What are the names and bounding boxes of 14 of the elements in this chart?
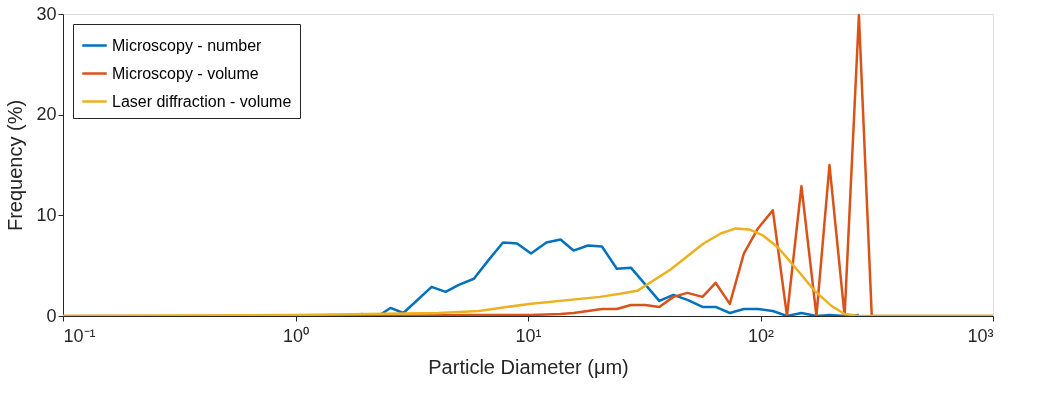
- legend-label: Laser diffraction - volume: [112, 92, 292, 110]
- legend-label: Microscopy - volume: [112, 64, 259, 82]
- x-tick-label: 10⁻¹: [63, 325, 96, 346]
- x-tick-label: 10³: [967, 325, 994, 346]
- x-tick-label: 10⁰: [282, 325, 310, 346]
- y-tick-label: 0: [46, 305, 57, 326]
- x-tick-label: 10¹: [515, 325, 542, 346]
- y-tick-label: 30: [36, 3, 57, 24]
- x-axis-title: Particle Diameter (μm): [428, 355, 629, 378]
- legend-label: Microscopy - number: [112, 36, 263, 54]
- x-tick-label: 10²: [747, 325, 775, 346]
- y-axis-title: Frequency (%): [4, 99, 27, 232]
- y-tick-label: 10: [36, 204, 57, 225]
- y-tick-label: 20: [36, 104, 57, 125]
